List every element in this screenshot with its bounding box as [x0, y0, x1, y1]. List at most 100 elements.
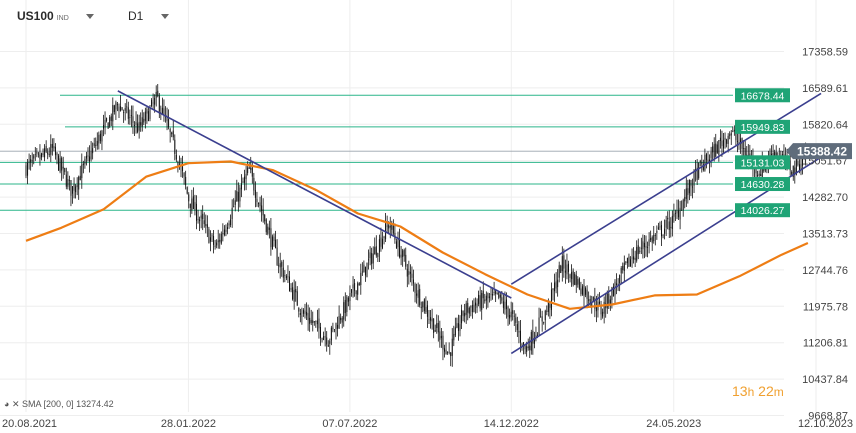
candle-body: [484, 299, 486, 302]
candle-body: [366, 262, 368, 277]
candle-body: [138, 121, 140, 131]
candle-body: [611, 287, 613, 300]
candle-body: [595, 306, 597, 312]
candle-body: [321, 338, 323, 340]
candle-body: [228, 223, 230, 226]
candle-body: [372, 253, 374, 264]
candle-body: [54, 146, 56, 156]
candle-body: [41, 153, 42, 158]
candle-body: [430, 317, 432, 321]
candle-body: [600, 304, 602, 315]
candle-body: [516, 324, 518, 330]
candle-body: [154, 97, 156, 105]
candle-body: [574, 273, 576, 285]
level-badge: 15949.83: [735, 119, 790, 134]
candle-body: [561, 256, 563, 272]
candle-body: [247, 167, 249, 173]
candle-body: [408, 271, 410, 275]
candle-body: [507, 306, 509, 317]
candle-body: [701, 162, 703, 164]
candle-body: [481, 292, 483, 310]
y-tick-label: 11206.81: [803, 338, 848, 350]
candle-body: [465, 303, 467, 315]
candle-body: [222, 233, 224, 235]
candle-body: [654, 234, 656, 236]
candle-body: [512, 310, 514, 314]
sma-params: [200, 0]: [43, 399, 74, 409]
symbol-name: US100: [17, 9, 54, 23]
x-tick-label: 12.10.2023: [798, 418, 853, 430]
chevron-down-icon[interactable]: [160, 14, 169, 20]
candle-body: [712, 146, 714, 153]
candle-body: [428, 319, 430, 321]
eye-off-icon[interactable]: ◕: [4, 399, 10, 409]
candle-body: [588, 299, 590, 301]
timeframe-selector[interactable]: D1: [128, 9, 169, 23]
candle-body: [378, 239, 380, 253]
candle-body: [143, 118, 145, 123]
candle-body: [206, 224, 208, 228]
candle-body: [227, 227, 228, 230]
countdown-hours-unit: h: [747, 385, 755, 399]
candle-body: [662, 235, 664, 236]
candle-body: [172, 130, 174, 138]
candle-body: [476, 303, 478, 308]
candle-body: [192, 196, 194, 210]
candle-body: [631, 257, 633, 259]
candle-body: [45, 146, 47, 152]
candle-body: [678, 210, 680, 218]
candle-body: [628, 256, 630, 267]
candle-body: [736, 140, 738, 142]
symbol-type: IND: [56, 15, 69, 22]
candle-body: [234, 200, 236, 205]
candle-body: [113, 105, 115, 112]
symbol-selector[interactable]: US100 IND: [17, 9, 95, 23]
candle-body: [388, 225, 390, 229]
candle-body: [395, 241, 397, 249]
candle-body: [92, 148, 94, 154]
candle-body: [51, 143, 53, 148]
candle-body: [434, 330, 436, 332]
candle-body: [592, 296, 594, 302]
candle-body: [670, 227, 672, 228]
candle-body: [775, 152, 777, 157]
close-icon[interactable]: ✕: [11, 399, 20, 409]
candle-body: [132, 116, 134, 123]
candle-body: [651, 237, 653, 243]
candle-body: [223, 229, 225, 235]
candle-body: [798, 164, 800, 171]
candle-body: [265, 219, 267, 233]
candle-body: [552, 288, 554, 291]
candle-body: [622, 265, 624, 271]
candle-body: [116, 104, 118, 106]
candle-body: [293, 289, 295, 302]
y-tick-label: 14282.70: [802, 192, 848, 204]
candle-body: [168, 119, 170, 128]
candle-body: [33, 155, 35, 159]
candle-body: [589, 298, 591, 305]
candle-body: [363, 264, 365, 273]
candle-body: [78, 176, 80, 190]
candle-body: [425, 307, 427, 313]
chevron-down-icon[interactable]: [86, 14, 95, 20]
candle-body: [220, 233, 222, 244]
candle-body: [209, 237, 211, 242]
candle-body: [130, 115, 132, 117]
candle-body: [208, 229, 210, 244]
candle-body: [120, 106, 122, 111]
candle-body: [290, 287, 292, 290]
candle-body: [189, 203, 191, 208]
candle-body: [103, 125, 104, 129]
candle-body: [526, 346, 528, 352]
candle-body: [625, 262, 627, 263]
candle-body: [581, 286, 583, 295]
candle-body: [30, 159, 32, 163]
candle-body: [671, 215, 673, 230]
trend-line-downtrend: [117, 90, 512, 299]
candle-body: [792, 165, 794, 177]
level-badge-bg: [735, 88, 790, 103]
candle-body: [509, 314, 511, 319]
candle-body: [56, 153, 58, 156]
candle-body: [409, 271, 411, 274]
